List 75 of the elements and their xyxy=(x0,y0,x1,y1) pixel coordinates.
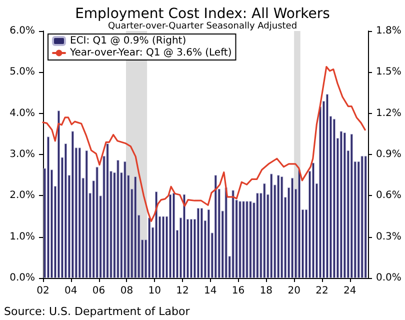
bar xyxy=(124,161,126,278)
bar xyxy=(343,132,346,278)
x-tick-label: 12 xyxy=(176,286,189,296)
bar xyxy=(232,190,234,278)
legend-label: Year-over-Year: Q1 @ 3.6% (Left) xyxy=(69,48,232,58)
bar xyxy=(155,192,158,278)
bar xyxy=(214,175,217,278)
source-note: Source: U.S. Department of Labor xyxy=(4,305,190,318)
y2-tick-label: 1.2% xyxy=(376,108,402,119)
y2-tick-label: 1.5% xyxy=(376,66,402,78)
bar xyxy=(200,208,203,278)
legend-label: ECI: Q1 @ 0.9% (Right) xyxy=(70,36,186,46)
bar xyxy=(182,194,186,278)
y-tick-label: 3.0% xyxy=(10,149,35,160)
bar xyxy=(340,131,342,278)
bar xyxy=(96,166,98,278)
bar xyxy=(238,201,242,278)
line-series xyxy=(42,66,366,222)
x-tick-label: 16 xyxy=(232,286,245,296)
bar xyxy=(78,148,81,278)
y-tick-label: 0.0% xyxy=(10,272,35,284)
bar xyxy=(46,136,50,278)
bar xyxy=(350,134,353,278)
x-tick-label: 06 xyxy=(92,286,106,296)
bar xyxy=(64,144,67,278)
y2-tick-label: 0.9% xyxy=(376,149,402,160)
bar xyxy=(71,131,74,278)
bar xyxy=(298,170,301,278)
bar xyxy=(291,178,294,278)
bar xyxy=(148,218,151,278)
bar xyxy=(249,201,252,278)
bar xyxy=(242,201,245,278)
y2-tick-label: 0.6% xyxy=(376,190,402,202)
bar xyxy=(270,174,273,278)
chart-subtitle: Quarter-over-Quarter Seasonally Adjusted xyxy=(108,22,298,32)
bar xyxy=(246,201,248,278)
bar xyxy=(256,192,259,278)
y-tick-label: 6.0% xyxy=(10,26,35,36)
y2-tick-label: 0.0% xyxy=(376,272,402,284)
bar xyxy=(280,176,284,278)
x-tick-label: 24 xyxy=(344,286,356,296)
x-tick-label: 04 xyxy=(64,286,78,296)
bar xyxy=(364,156,367,278)
x-tick-label: 08 xyxy=(120,286,134,296)
bar xyxy=(360,156,364,278)
x-tick-label: 10 xyxy=(148,286,161,296)
x-tick-label: 18 xyxy=(260,286,273,296)
bar xyxy=(190,218,193,278)
x-tick-label: 14 xyxy=(204,286,217,296)
y2-tick-label: 1.8% xyxy=(376,26,402,36)
bar xyxy=(168,194,172,278)
bar xyxy=(196,208,200,278)
x-tick-label: 02 xyxy=(36,286,50,296)
bar xyxy=(134,176,137,278)
bar xyxy=(207,209,210,278)
bar xyxy=(263,183,266,278)
bar xyxy=(332,118,336,278)
bar xyxy=(326,94,328,278)
bar xyxy=(224,187,228,278)
bar xyxy=(162,216,165,278)
bar xyxy=(106,144,109,278)
bar xyxy=(277,175,280,278)
x-tick-label: 22 xyxy=(316,286,328,296)
y-tick-label: 5.0% xyxy=(10,66,35,78)
y2-tick-label: 0.3% xyxy=(376,231,402,242)
bar xyxy=(312,162,315,278)
y-tick-label: 4.0% xyxy=(10,108,35,119)
chart-title: Employment Cost Index: All Workers xyxy=(75,6,330,22)
bar xyxy=(172,192,176,278)
y-tick-label: 1.0% xyxy=(10,231,35,242)
bar xyxy=(57,110,60,278)
bar xyxy=(116,160,120,278)
x-tick-label: 20 xyxy=(288,286,300,296)
bar xyxy=(85,150,88,278)
y-tick-label: 2.0% xyxy=(10,190,35,202)
